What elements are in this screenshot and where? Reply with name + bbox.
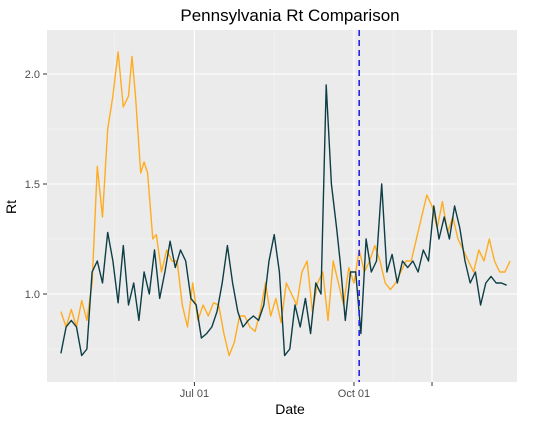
- x-tick-label: Oct 01: [338, 388, 370, 400]
- series-lines: [60, 51, 511, 357]
- plot-panel: [47, 30, 517, 382]
- minor-gridlines: [47, 30, 517, 382]
- x-axis-ticks: Jul 01 Oct 01: [180, 382, 433, 400]
- y-tick-label: 1.0: [25, 289, 40, 301]
- y-tick-label: 2.0: [25, 69, 40, 81]
- y-axis-ticks: 1.0 1.5 2.0: [25, 69, 47, 301]
- x-tick-label: Jul 01: [180, 388, 209, 400]
- series-line-2: [60, 84, 507, 357]
- y-axis-title: Rt: [3, 200, 19, 214]
- major-gridlines: [47, 30, 517, 382]
- y-tick-label: 1.5: [25, 179, 40, 191]
- chart-title: Pennsylvania Rt Comparison: [180, 6, 399, 25]
- x-axis-title: Date: [275, 401, 305, 417]
